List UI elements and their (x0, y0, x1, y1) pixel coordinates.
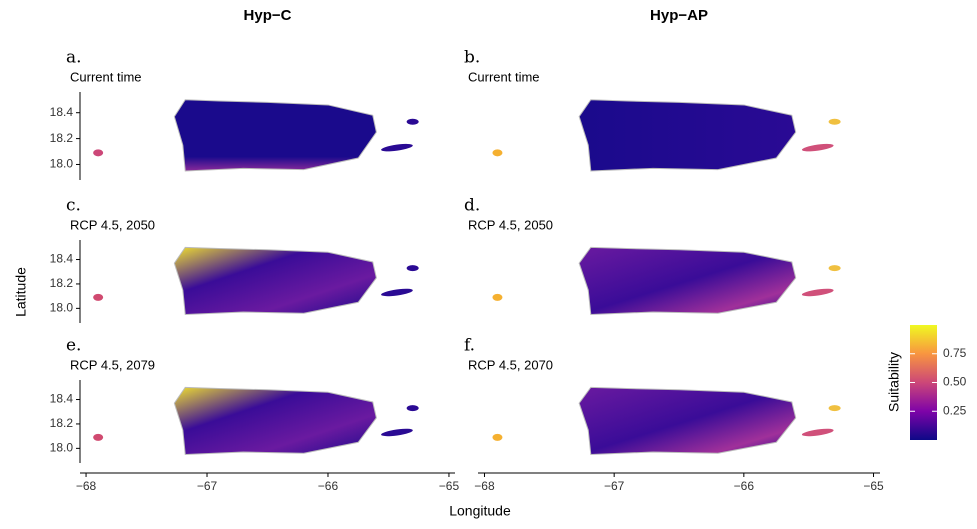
y-tick-label: 18.0 (50, 157, 74, 171)
island-mona (492, 433, 503, 441)
island-culebra (828, 118, 841, 125)
map-panel: a.Current time 18.0 18.2 18.4 (50, 48, 419, 180)
island-mona (492, 293, 503, 301)
panel-subtitle: RCP 4.5, 2050 (70, 217, 155, 232)
x-tick-label: −65 (439, 479, 460, 493)
x-axis-title: Longitude (449, 503, 511, 519)
island-main (173, 386, 377, 455)
map-panel: f.RCP 4.5, 2070 −68 −67 −66 −65 (464, 336, 884, 494)
island-vieques (801, 428, 834, 437)
island-mona (93, 149, 104, 157)
panel-letter: e. (66, 336, 81, 356)
island-mona (93, 433, 104, 441)
y-tick-label: 18.2 (50, 416, 74, 430)
panel-subtitle: RCP 4.5, 2079 (70, 357, 155, 372)
x-tick-label: −67 (197, 479, 218, 493)
panel-letter: f. (464, 336, 475, 356)
column-title: Hyp−AP (650, 7, 708, 24)
colorbar-title: Suitability (886, 352, 902, 412)
y-tick-label: 18.0 (50, 301, 74, 315)
island-vieques (381, 143, 413, 152)
panel-letter: d. (464, 196, 480, 216)
island-main (173, 99, 377, 172)
panel-letter: a. (66, 48, 82, 68)
island-main (578, 99, 797, 172)
colorbar-tick-label: 0.50 (943, 375, 967, 389)
island-culebra (828, 265, 841, 272)
y-tick-label: 18.4 (50, 252, 74, 266)
map-panel: d.RCP 4.5, 2050 (464, 196, 841, 315)
map-panel: b.Current time (464, 48, 841, 172)
island-vieques (801, 143, 834, 152)
island-culebra (406, 118, 419, 125)
y-tick-label: 18.4 (50, 105, 74, 119)
y-tick-label: 18.2 (50, 131, 74, 145)
y-tick-label: 18.0 (50, 441, 74, 455)
y-tick-label: 18.2 (50, 276, 74, 290)
island-main (578, 386, 797, 455)
island-mona (492, 149, 503, 157)
panel-subtitle: RCP 4.5, 2050 (468, 217, 553, 232)
x-tick-label: −65 (863, 479, 884, 493)
y-axis-title: Latitude (13, 267, 29, 317)
x-tick-label: −68 (474, 479, 495, 493)
island-mona (93, 293, 104, 301)
colorbar-tick-label: 0.25 (943, 403, 967, 417)
island-culebra (406, 265, 419, 272)
island-vieques (801, 288, 834, 297)
map-panel: c.RCP 4.5, 2050 18.0 18.2 18.4 (50, 196, 419, 323)
island-main (578, 246, 797, 315)
panel-letter: c. (66, 196, 81, 216)
x-tick-label: −66 (318, 479, 339, 493)
x-tick-label: −68 (76, 479, 97, 493)
island-vieques (381, 428, 413, 437)
island-culebra (828, 405, 841, 412)
island-culebra (406, 405, 419, 412)
x-tick-label: −67 (604, 479, 625, 493)
colorbar-tick-label: 0.75 (943, 346, 967, 360)
panel-subtitle: Current time (70, 69, 142, 84)
panel-letter: b. (464, 48, 480, 68)
map-panel: e.RCP 4.5, 2079 18.0 18.2 18.4 −68 −67 −66 −65 (50, 336, 460, 494)
x-tick-label: −66 (734, 479, 755, 493)
column-title: Hyp−C (244, 7, 292, 24)
panel-subtitle: Current time (468, 69, 540, 84)
panel-subtitle: RCP 4.5, 2070 (468, 357, 553, 372)
y-tick-label: 18.4 (50, 392, 74, 406)
island-main (173, 246, 377, 315)
island-vieques (381, 288, 413, 297)
